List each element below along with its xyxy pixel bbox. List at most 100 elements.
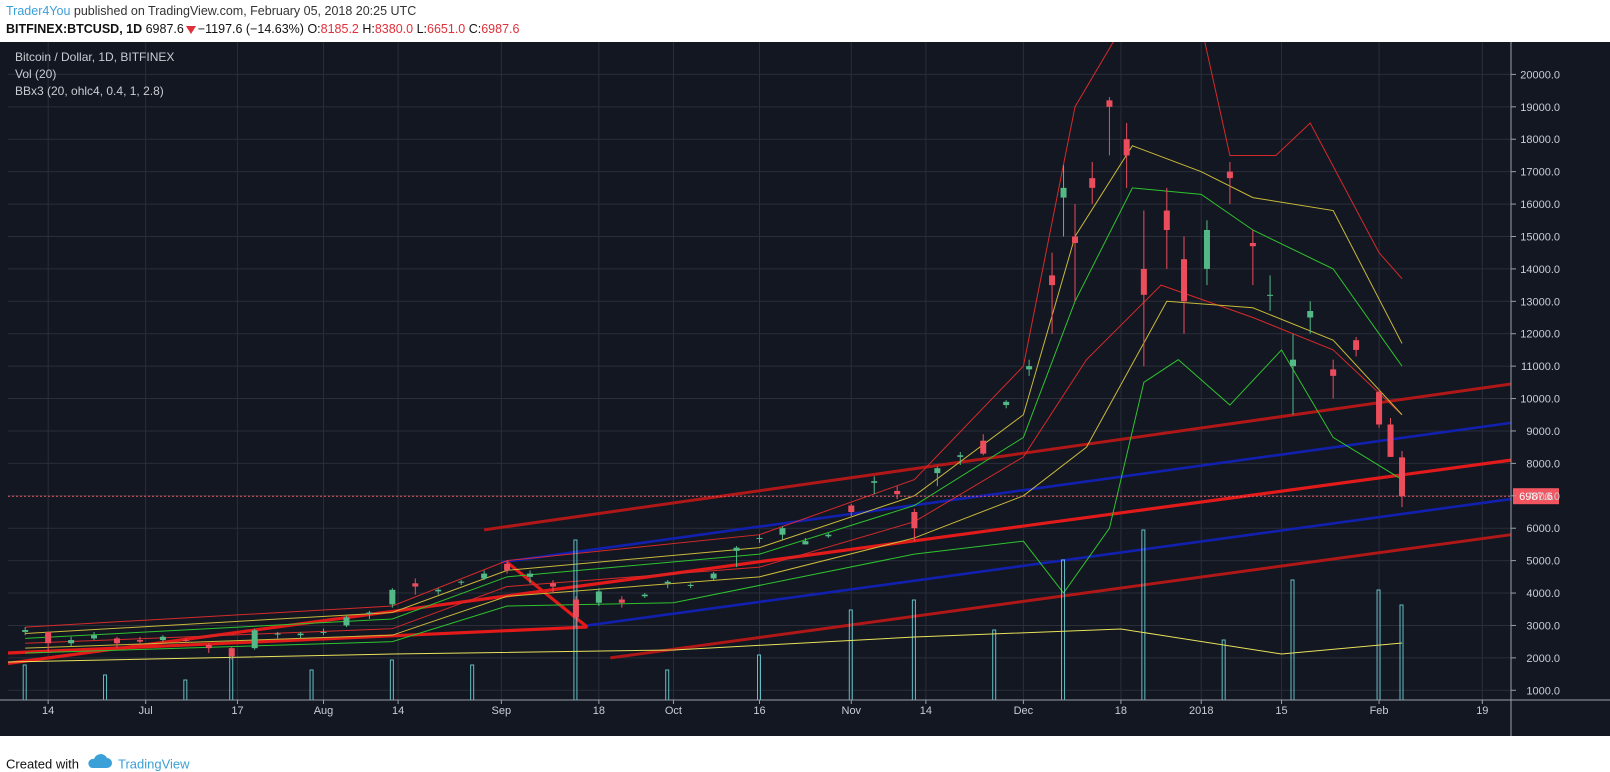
tradingview-link[interactable]: TradingView	[118, 756, 190, 772]
candle-up	[1026, 366, 1033, 370]
time-tick-label: 17	[231, 705, 243, 717]
candle-up	[1267, 294, 1274, 296]
candle-up	[159, 636, 166, 641]
bollinger-band-line	[25, 300, 1403, 649]
candle-down	[228, 648, 235, 657]
price-tick-label: 7000.0	[1526, 491, 1560, 503]
candle-up	[481, 573, 488, 579]
open-label: O:	[307, 22, 321, 36]
candle-down	[412, 583, 419, 587]
candle-down	[1353, 340, 1360, 350]
candle-up	[957, 455, 964, 457]
time-tick-label: Nov	[842, 705, 862, 717]
bollinger-band-line	[25, 145, 1403, 635]
candle-up	[274, 633, 281, 635]
footer: Created with TradingView	[0, 736, 1610, 772]
price-tick-label: 13000.0	[1520, 296, 1560, 308]
candle-up	[343, 617, 350, 626]
trend-line	[7, 458, 1512, 665]
price-tick-label: 12000.0	[1520, 329, 1560, 341]
candle-up	[458, 581, 465, 583]
low-value: 6651.0	[427, 22, 466, 36]
candle-down	[1181, 259, 1188, 302]
bollinger-band-line	[25, 349, 1403, 654]
candle-up	[527, 573, 534, 577]
price-axis[interactable]: 1000.0 2000.0 3000.0 4000.0 5000.0 6000.0 7000…	[1510, 42, 1560, 736]
candle-down	[1249, 242, 1256, 247]
price-tick-label: 3000.0	[1526, 620, 1560, 632]
candle-up	[320, 631, 327, 633]
candles	[22, 97, 1406, 660]
candle-up	[1307, 311, 1314, 318]
price-tick-label: 16000.0	[1520, 199, 1560, 211]
price-tick-label: 1000.0	[1526, 685, 1560, 697]
down-arrow-icon	[185, 25, 196, 34]
candle-up	[1290, 359, 1297, 367]
candle-down	[1399, 457, 1406, 497]
volume-ma-line	[7, 628, 1403, 663]
candle-down	[1376, 392, 1383, 425]
candle-down	[45, 631, 52, 644]
candle-up	[1003, 401, 1010, 406]
candle-up	[733, 547, 740, 551]
candle-down	[1226, 171, 1233, 179]
bollinger-band-line	[25, 9, 1403, 628]
time-tick-label: Oct	[665, 705, 682, 717]
candle-down	[1330, 369, 1337, 376]
chart-area[interactable]: 6987.6 1000.0 2000.0 3000.0 4000.0 5000.0 600…	[0, 9, 1610, 736]
bollinger-bands	[25, 9, 1403, 654]
candle-up	[779, 528, 786, 535]
time-tick-label: Aug	[314, 705, 334, 717]
time-tick-label: Feb	[1370, 705, 1389, 717]
candle-down	[1072, 236, 1079, 243]
time-tick-label: Sep	[492, 705, 512, 717]
time-tick-label: Jul	[139, 705, 153, 717]
legend-volume: Vol (20)	[15, 67, 57, 81]
candle-up	[91, 635, 98, 639]
candle-down	[572, 599, 579, 618]
candle-up	[366, 612, 373, 615]
publish-line: Trader4You published on TradingView.com,…	[6, 4, 416, 18]
candle-up	[435, 589, 442, 592]
candle-down	[136, 640, 143, 642]
time-tick-label: 18	[1115, 705, 1127, 717]
candle-up	[825, 534, 832, 537]
close-label: C:	[468, 22, 482, 36]
price-tick-label: 8000.0	[1526, 458, 1560, 470]
last-price-badge	[1513, 488, 1559, 505]
time-tick-label: 2018	[1189, 705, 1213, 717]
candle-down	[1387, 424, 1394, 457]
bollinger-band-line	[25, 284, 1403, 644]
time-axis[interactable]: 14 Jul 17 Aug 14 Sep 18 Oct 16 Nov 14 Dec 18 2018 15 Fe…	[0, 699, 1610, 717]
time-tick-label: 16	[753, 705, 765, 717]
price-chart[interactable]: 6987.6 1000.0 2000.0 3000.0 4000.0 5000.0 600…	[0, 9, 1610, 736]
legend-title: Bitcoin / Dollar, 1D, BITFINEX	[15, 50, 175, 64]
quote-line: BITFINEX:BTCUSD, 1D 6987.6 −1197.6 (−14.6…	[6, 22, 519, 36]
price-tick-label: 6000.0	[1526, 523, 1560, 535]
trend-line	[483, 382, 1512, 532]
candle-down	[113, 638, 120, 644]
chart-header: Trader4You published on TradingView.com,…	[0, 0, 1610, 42]
low-label: L:	[416, 22, 428, 36]
price-tick-label: 17000.0	[1520, 167, 1560, 179]
candle-up	[756, 537, 763, 539]
candle-up	[1060, 187, 1067, 198]
bollinger-band-line	[25, 187, 1403, 639]
symbol-label: BITFINEX:BTCUSD, 1D	[6, 22, 143, 36]
candle-up	[297, 633, 304, 636]
price-tick-label: 18000.0	[1520, 134, 1560, 146]
legend-bbands: BBx3 (20, ohlc4, 0.4, 1, 2.8)	[15, 84, 164, 98]
candle-up	[687, 584, 694, 586]
candle-down	[1049, 275, 1056, 286]
candle-down	[549, 583, 556, 587]
close-value: 6987.6	[481, 22, 520, 36]
price-tick-label: 5000.0	[1526, 556, 1560, 568]
candle-down	[205, 644, 212, 649]
price-tick-label: 9000.0	[1526, 426, 1560, 438]
author-link[interactable]: Trader4You	[6, 4, 71, 18]
price-tick-label: 14000.0	[1520, 264, 1560, 276]
last-price: 6987.6	[145, 22, 184, 36]
time-tick-label: 14	[42, 705, 54, 717]
trend-line	[610, 533, 1512, 660]
time-tick-label: 14	[920, 705, 932, 717]
